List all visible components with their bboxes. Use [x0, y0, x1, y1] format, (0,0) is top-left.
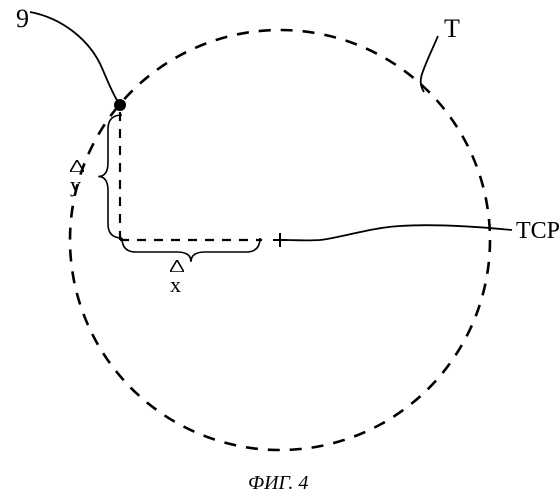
lead-T [421, 36, 438, 92]
triangle-icon [70, 160, 84, 172]
brace-dy [98, 115, 122, 238]
label-text: x [170, 272, 181, 297]
label-9: 9 [16, 4, 29, 34]
label-delta-y: y [70, 160, 88, 198]
label-delta-x: x [170, 260, 188, 298]
figure-caption: ФИГ. 4 [248, 472, 308, 495]
diagram-svg [0, 0, 560, 500]
label-TCP: TCP [516, 218, 560, 245]
label-T: T [444, 14, 460, 44]
label-text: y [70, 172, 81, 197]
triangle-icon [170, 260, 184, 272]
brace-dx [122, 238, 260, 262]
lead-9 [30, 12, 118, 102]
lead-TCP [286, 225, 512, 240]
point-9 [114, 99, 126, 111]
